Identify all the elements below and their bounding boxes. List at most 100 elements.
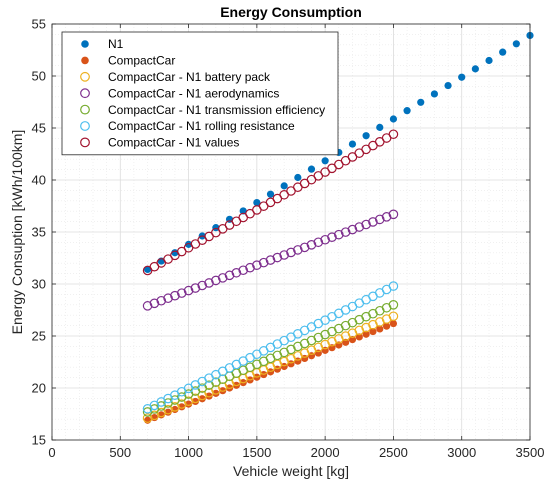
legend-label: CompactCar - N1 transmission efficiency xyxy=(108,103,325,117)
data-point xyxy=(239,207,247,215)
y-tick-label: 15 xyxy=(32,433,46,448)
data-point xyxy=(313,237,324,248)
data-point xyxy=(348,336,357,344)
series-3 xyxy=(142,209,399,311)
data-point xyxy=(184,240,193,248)
data-point xyxy=(340,227,351,237)
data-point xyxy=(321,157,329,165)
legend-label: CompactCar - N1 values xyxy=(108,136,239,150)
data-point xyxy=(403,107,411,115)
data-point xyxy=(512,40,520,48)
data-point xyxy=(245,262,255,273)
data-point xyxy=(144,265,152,274)
data-point xyxy=(149,298,160,309)
data-point xyxy=(388,299,399,310)
series-6 xyxy=(142,129,399,276)
x-tick-label: 500 xyxy=(109,445,131,460)
data-point xyxy=(294,173,302,182)
data-point xyxy=(333,229,344,240)
data-point xyxy=(265,255,276,265)
data-point xyxy=(381,212,392,222)
x-tick-label: 1000 xyxy=(174,445,203,460)
legend-marker xyxy=(80,137,90,148)
data-point xyxy=(204,278,214,288)
x-tick-label: 3500 xyxy=(516,445,545,460)
data-point xyxy=(205,392,213,400)
data-point xyxy=(444,81,452,90)
data-point xyxy=(348,140,357,148)
axis-ticks xyxy=(51,23,531,441)
data-point xyxy=(362,132,370,140)
data-point xyxy=(388,209,399,220)
data-point xyxy=(231,267,242,278)
data-point xyxy=(347,224,358,235)
data-point xyxy=(354,222,365,232)
legend-label: CompactCar - N1 aerodynamics xyxy=(108,86,279,100)
series-0 xyxy=(144,31,534,274)
data-point xyxy=(485,56,493,65)
data-point xyxy=(212,389,220,397)
data-point xyxy=(211,275,221,286)
data-point xyxy=(217,273,228,283)
data-point xyxy=(183,285,194,296)
data-point xyxy=(327,232,337,242)
data-point xyxy=(176,288,187,298)
y-axis-label: Energy Consuption [kWh/100km] xyxy=(9,130,25,335)
y-tick-label: 30 xyxy=(32,277,46,292)
data-point xyxy=(388,281,399,291)
x-tick-label: 3000 xyxy=(447,445,476,460)
data-point xyxy=(286,247,296,258)
data-point xyxy=(252,260,262,270)
legend-label: CompactCar - N1 rolling resistance xyxy=(108,119,295,133)
data-point xyxy=(299,242,310,253)
x-tick-label: 1500 xyxy=(242,445,271,460)
data-point xyxy=(362,330,370,338)
legend-label: CompactCar - N1 battery pack xyxy=(108,70,271,84)
data-point xyxy=(293,245,303,255)
data-point xyxy=(280,182,288,190)
legend-marker xyxy=(81,40,89,48)
data-point xyxy=(171,405,179,414)
data-point xyxy=(471,65,479,73)
data-point xyxy=(142,301,153,311)
chart-title: Energy Consumption xyxy=(220,4,362,20)
data-point xyxy=(224,270,235,281)
data-point xyxy=(383,322,391,330)
y-tick-label: 40 xyxy=(32,173,46,188)
legend-marker xyxy=(80,71,90,82)
legend-label: N1 xyxy=(108,37,124,51)
data-point xyxy=(458,73,466,81)
data-point xyxy=(258,257,269,268)
data-point xyxy=(368,217,378,227)
series-5 xyxy=(142,281,399,414)
data-point xyxy=(190,283,201,293)
series-layer xyxy=(142,31,534,424)
data-point xyxy=(184,400,193,408)
data-point xyxy=(374,214,385,225)
y-tick-label: 55 xyxy=(32,17,46,32)
legend-box xyxy=(61,31,339,156)
data-point xyxy=(376,123,384,131)
data-point xyxy=(320,234,330,245)
data-point xyxy=(499,48,507,56)
legend-marker xyxy=(80,104,90,115)
data-point xyxy=(369,327,377,336)
data-point xyxy=(238,265,248,276)
data-point xyxy=(198,395,206,403)
data-point xyxy=(307,165,316,173)
data-point xyxy=(280,362,288,371)
legend-marker xyxy=(80,121,90,131)
data-point xyxy=(191,397,199,406)
data-point xyxy=(163,293,173,304)
data-point xyxy=(417,98,425,106)
data-point xyxy=(342,338,350,346)
x-tick-label: 2500 xyxy=(379,445,408,460)
data-point xyxy=(388,311,399,322)
x-tick-label: 2000 xyxy=(311,445,340,460)
legend-marker xyxy=(81,56,89,65)
data-point xyxy=(279,250,289,260)
legend: N1 CompactCar CompactCar - N1 battery pack… xyxy=(61,31,339,156)
data-point xyxy=(273,365,281,373)
